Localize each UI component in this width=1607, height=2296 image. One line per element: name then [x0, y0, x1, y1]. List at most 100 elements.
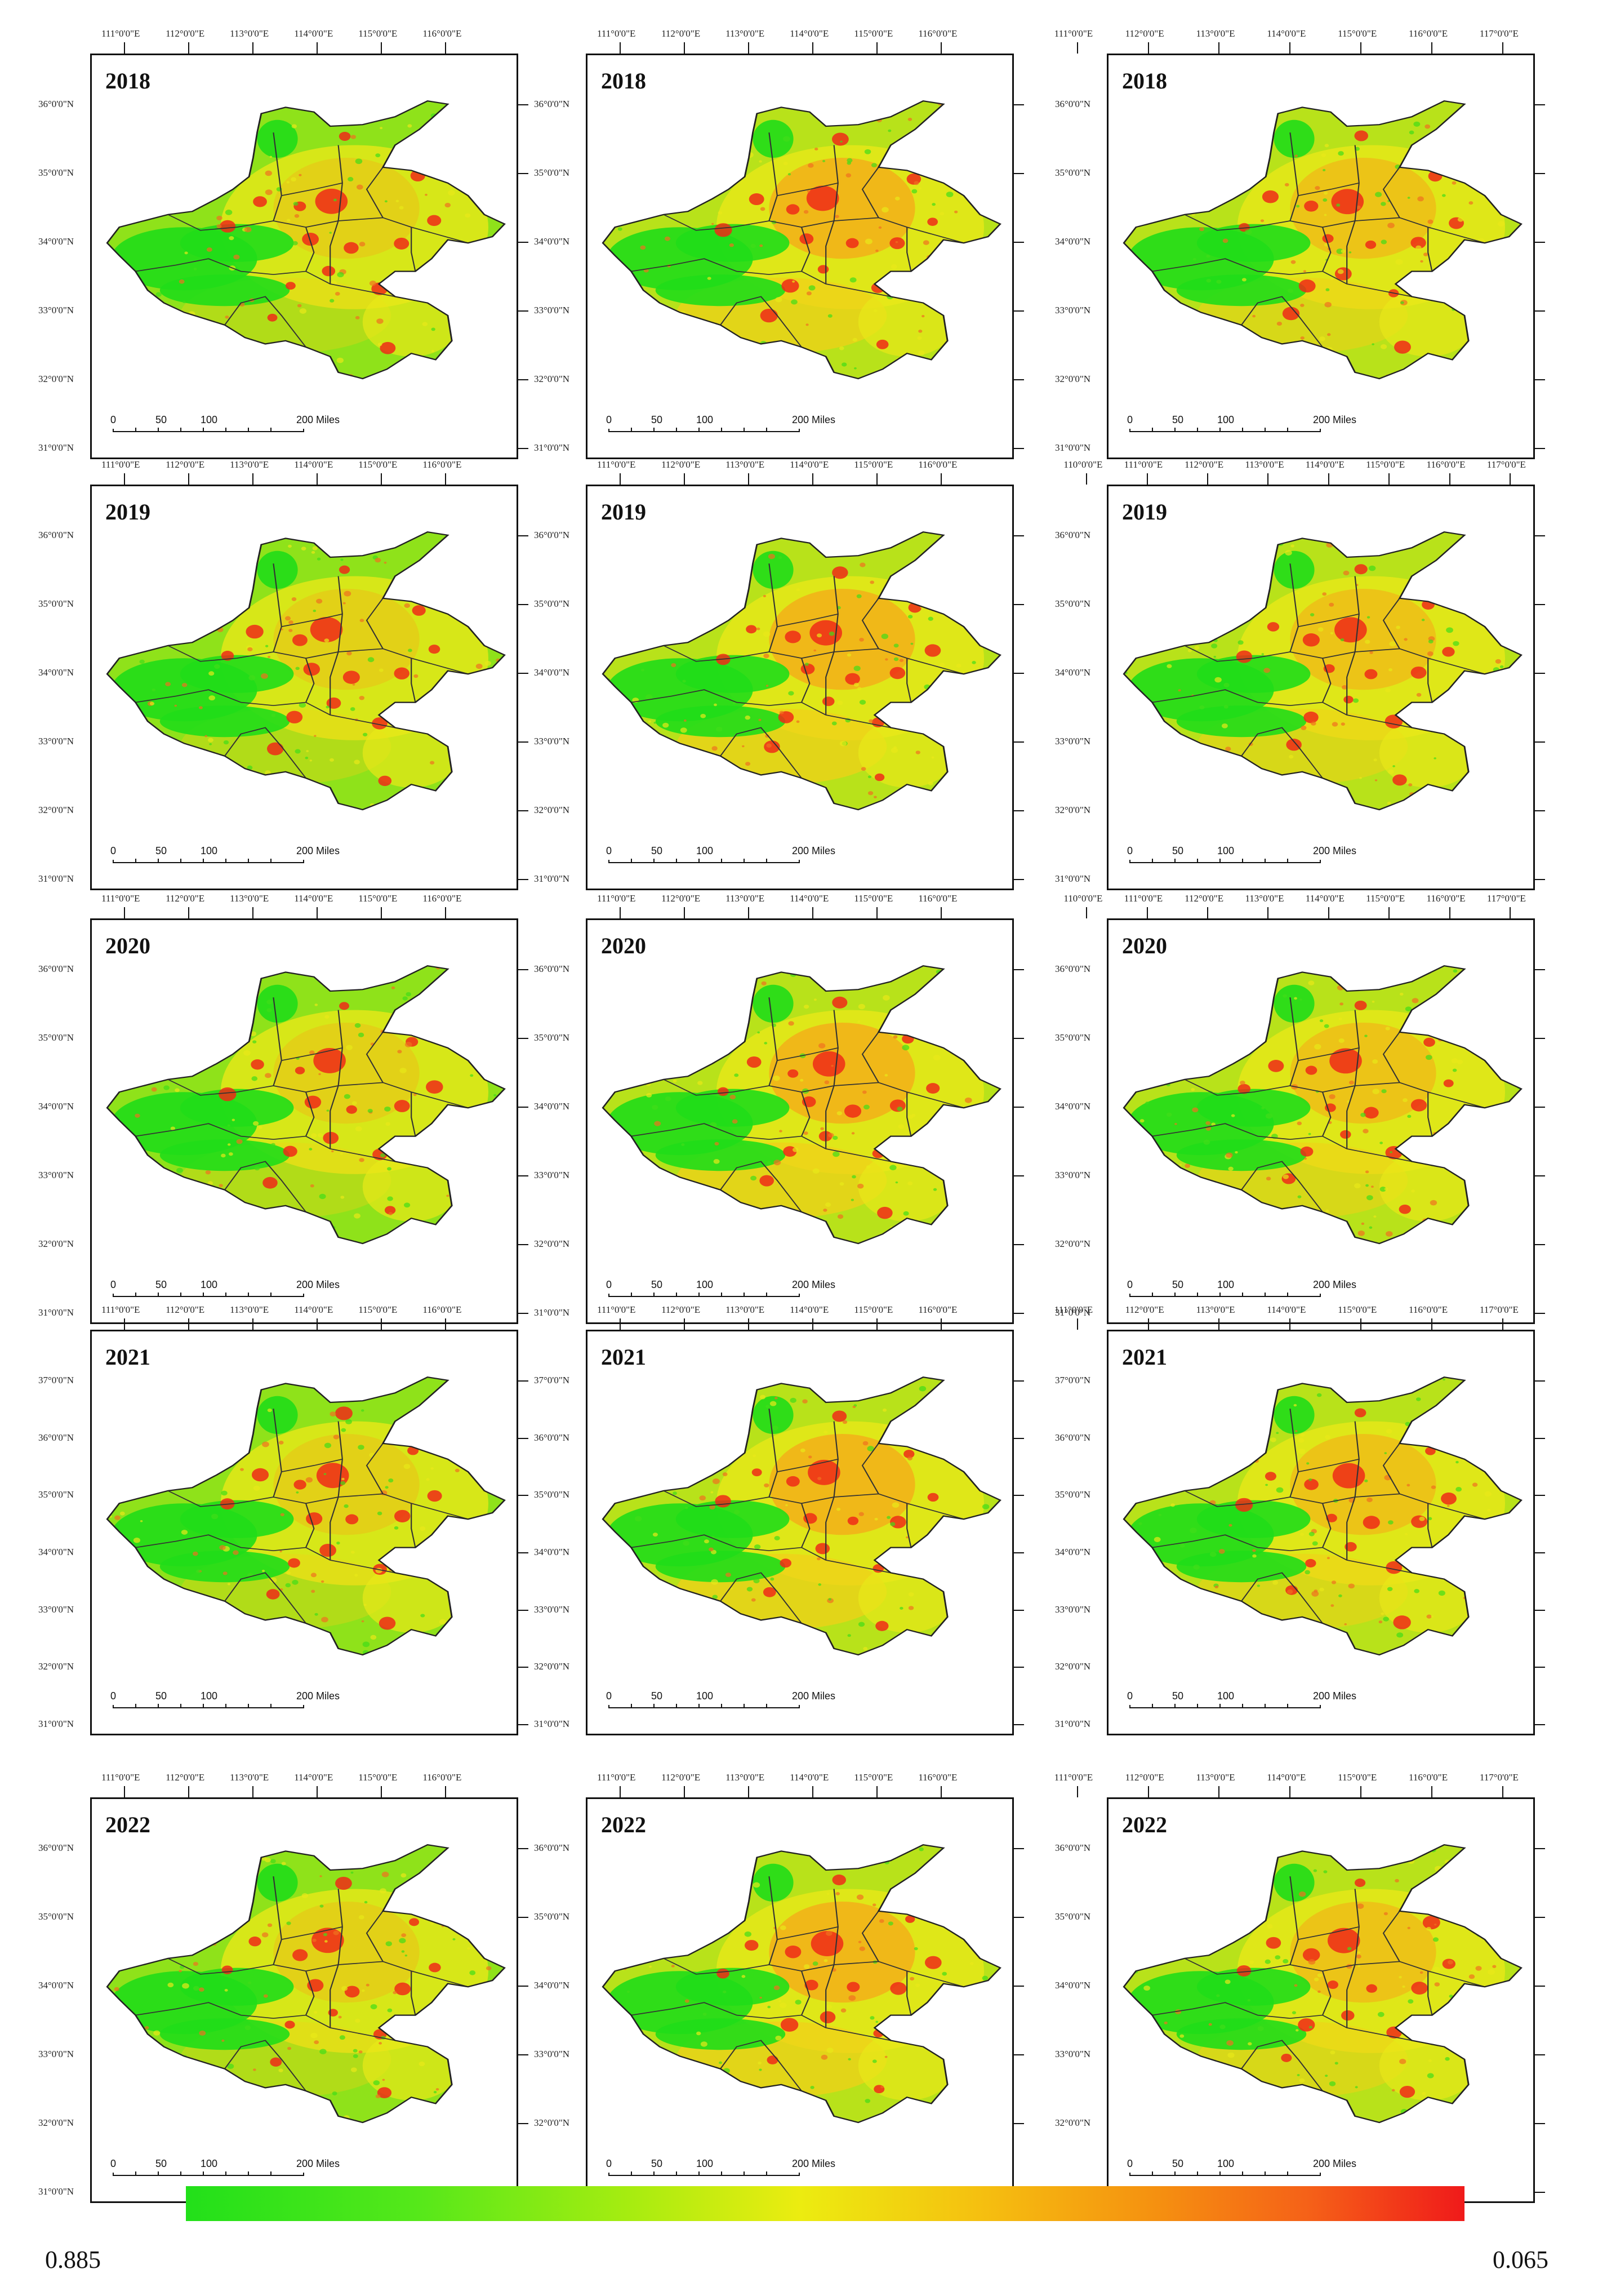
map-speckle [388, 1212, 393, 1215]
map-speckle [1153, 1895, 1158, 1899]
province-border [106, 965, 506, 1245]
map-speckle [1368, 1243, 1373, 1244]
map-speckle [1503, 793, 1507, 796]
map-speckle [350, 1871, 354, 1874]
map-speckle [1453, 1840, 1459, 1845]
map-speckle [871, 163, 877, 168]
map-speckle [627, 823, 630, 825]
map-speckle [1301, 725, 1307, 730]
map-hotspot [409, 1918, 420, 1926]
map-speckle [767, 969, 772, 973]
map-speckle [856, 594, 862, 598]
map-speckle [1188, 637, 1192, 640]
map-speckle [1432, 1838, 1440, 1842]
scale-bar-tick [158, 428, 159, 432]
map-hotspot [304, 1095, 322, 1109]
map-speckle [1407, 197, 1410, 199]
map-speckle [972, 631, 974, 634]
map-speckle [1293, 1404, 1297, 1407]
map-speckle [793, 1221, 798, 1225]
map-speckle [1134, 1250, 1139, 1254]
map-speckle [655, 1624, 662, 1630]
map-speckle [433, 2090, 437, 2094]
map-speckle [1457, 217, 1464, 222]
map-speckle [1159, 1631, 1163, 1633]
map-speckle [696, 1228, 701, 1232]
map-speckle [1357, 1230, 1365, 1236]
map-speckle [1227, 824, 1232, 829]
map-speckle [1449, 718, 1453, 721]
map-speckle [306, 371, 311, 375]
longitude-tick-label: 111°0'0"E [101, 1772, 140, 1783]
scale-bar-tick [1174, 2171, 1176, 2176]
map-speckle [425, 193, 428, 196]
henan-map [602, 531, 1001, 834]
map-speckle [1124, 295, 1125, 298]
scale-bar-label: 0 [606, 845, 612, 856]
map-speckle [291, 124, 297, 128]
map-speckle [725, 1452, 729, 1455]
map-speckle [449, 1182, 453, 1185]
map-speckle [359, 696, 365, 700]
map-speckle [965, 831, 971, 834]
map-speckle [933, 1055, 941, 1061]
latitude-tick-label: 35°0'0"N [38, 167, 74, 178]
map-speckle [1489, 1467, 1496, 1472]
map-speckle [685, 1507, 688, 1509]
map-speckle [831, 1241, 837, 1244]
map-speckle [899, 659, 904, 662]
latitude-tick-label: 31°0'0"N [38, 873, 74, 884]
prefecture-border [1241, 1161, 1323, 1213]
map-speckle [442, 721, 447, 725]
map-speckle [1518, 118, 1521, 125]
latitude-tickmark [1014, 1244, 1024, 1245]
scale-bar-tick [721, 1293, 722, 1297]
map-speckle [1132, 166, 1137, 171]
map-speckle [862, 1090, 867, 1094]
map-speckle [119, 989, 127, 995]
map-speckle [1476, 719, 1480, 722]
map-speckle [885, 658, 888, 661]
map-speckle [662, 722, 669, 728]
map-speckle [1448, 1840, 1452, 1843]
map-speckle [323, 1933, 328, 1937]
map-speckle [182, 1208, 186, 1211]
map-speckle [871, 1378, 877, 1383]
map-speckle [1297, 1121, 1302, 1126]
map-speckle [1487, 1508, 1491, 1512]
map-speckle [487, 1380, 495, 1385]
map-speckle [652, 1214, 657, 1218]
province-border [106, 1844, 506, 2124]
scale-bar-label: 50 [1172, 414, 1184, 425]
map-speckle [1503, 1554, 1508, 1558]
map-speckle [227, 1124, 230, 1127]
longitude-tickmark [1388, 907, 1390, 918]
map-speckle [355, 2018, 360, 2023]
map-hotspot [1443, 1079, 1454, 1087]
map-speckle [1470, 774, 1474, 776]
map-speckle [401, 1933, 407, 1938]
map-speckle [358, 1032, 364, 1037]
henan-map [1123, 531, 1523, 829]
map-speckle [1192, 1107, 1199, 1113]
map-speckle [981, 749, 988, 755]
map-speckle [922, 315, 925, 318]
map-speckle [198, 1987, 204, 1992]
map-speckle [847, 1634, 851, 1637]
map-speckle [437, 1438, 444, 1444]
map-speckle [1285, 550, 1292, 556]
map-speckle [968, 588, 974, 593]
map-speckle [496, 1052, 500, 1054]
map-speckle [285, 1583, 291, 1588]
prefecture-border [411, 1971, 416, 2015]
map-speckle [736, 149, 741, 153]
latitude-tick-label: 33°0'0"N [1055, 305, 1091, 316]
longitude-tickmark [188, 1786, 190, 1797]
map-speckle [714, 703, 717, 707]
map-hotspot [1354, 1408, 1366, 1418]
map-speckle [1201, 119, 1207, 124]
map-speckle [617, 810, 622, 814]
map-speckle [1154, 966, 1161, 971]
map-speckle [280, 1234, 286, 1240]
map-speckle [1175, 1899, 1181, 1904]
